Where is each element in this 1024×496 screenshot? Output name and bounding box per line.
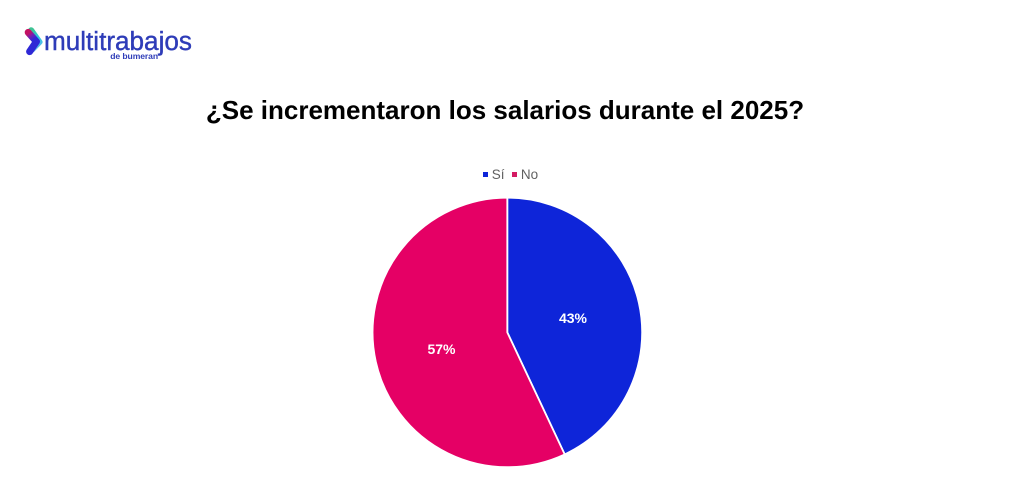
svg-text:57%: 57% [427, 341, 456, 357]
svg-text:43%: 43% [559, 310, 588, 326]
